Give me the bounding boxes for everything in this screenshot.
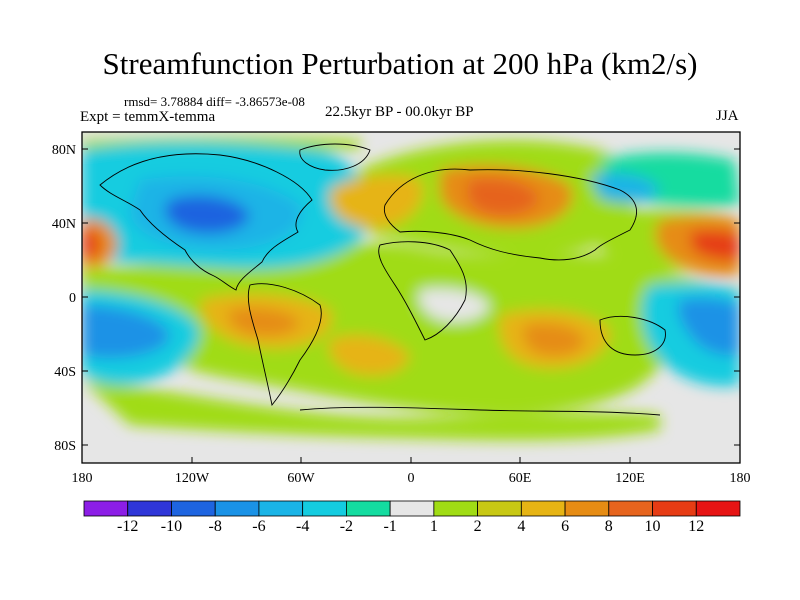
colorbar — [83, 500, 741, 517]
north-america-coast — [99, 153, 313, 291]
lat-tick-label: 40S — [54, 365, 76, 380]
period-label: 22.5kyr BP - 00.0kyr BP — [325, 104, 474, 120]
rmsd-value: 3.78884 — [160, 94, 203, 109]
colorbar-box — [389, 500, 435, 517]
colorbar-box — [477, 500, 522, 517]
stats-line: rmsd= 3.78884 diff= -3.86573e-08 — [124, 94, 305, 110]
colorbar-box — [520, 500, 566, 517]
lon-tick-label: 180 — [730, 471, 751, 486]
colorbar-box — [608, 500, 653, 517]
axis-tick-marks — [81, 148, 741, 463]
colorbar-label: 10 — [644, 518, 661, 535]
colorbar-box — [171, 500, 216, 517]
colorbar-box — [214, 500, 260, 517]
lat-tick-label: 80S — [54, 439, 76, 454]
plot-title: Streamfunction Perturbation at 200 hPa (… — [102, 46, 698, 81]
colorbar-box — [564, 500, 610, 517]
south-america-coast — [247, 283, 322, 407]
colorbar-box — [83, 500, 129, 517]
eurasia-coast — [383, 168, 637, 261]
lon-tick-label: 120E — [615, 471, 645, 486]
colorbar-box — [652, 500, 697, 517]
colorbar-label: 1 — [429, 518, 438, 535]
greenland-coast — [299, 143, 371, 171]
colorbar-label: 2 — [473, 518, 482, 535]
colorbar-label: -6 — [252, 518, 266, 535]
colorbar-label: -8 — [208, 518, 222, 535]
colorbar-label: 4 — [517, 518, 526, 535]
colorbar-label: 8 — [604, 518, 613, 535]
colorbar-box — [433, 500, 479, 517]
experiment-label: Expt = temmX-temma — [80, 109, 216, 125]
colorbar-box — [302, 500, 347, 517]
colorbar-box — [127, 500, 172, 517]
lon-tick-label: 60E — [509, 471, 532, 486]
africa-coast — [378, 241, 467, 341]
colorbar-label: 6 — [561, 518, 570, 535]
lon-tick-labels: 180 120W 60W 0 60E 120E 180 — [72, 471, 751, 486]
diff-value: -3.86573e-08 — [235, 94, 305, 109]
colorbar-label: 12 — [688, 518, 705, 535]
lat-tick-labels: 80N 40N 0 40S 80S — [52, 143, 76, 454]
australia-coast — [599, 315, 666, 356]
lon-tick-label: 120W — [175, 471, 210, 486]
colorbar-box — [345, 500, 391, 517]
colorbar-label: -4 — [295, 518, 310, 535]
colorbar-label: -10 — [160, 518, 183, 535]
lat-tick-label: 40N — [52, 217, 76, 232]
diff-label: diff= — [206, 94, 232, 109]
colorbar-label: -1 — [383, 518, 397, 535]
rmsd-label: rmsd= — [124, 94, 158, 109]
lat-tick-label: 0 — [69, 291, 76, 306]
colorbar-label: -12 — [117, 518, 139, 535]
colorbar-box — [258, 500, 304, 517]
colorbar-label: -2 — [339, 518, 354, 535]
season-label: JJA — [716, 108, 739, 124]
coastlines — [99, 143, 666, 416]
lon-tick-label: 0 — [408, 471, 415, 486]
antarctica-coast — [299, 406, 661, 416]
lat-tick-label: 80N — [52, 143, 76, 158]
colorbar-box — [695, 500, 741, 517]
lon-tick-label: 60W — [287, 471, 315, 486]
lon-tick-label: 180 — [72, 471, 93, 486]
